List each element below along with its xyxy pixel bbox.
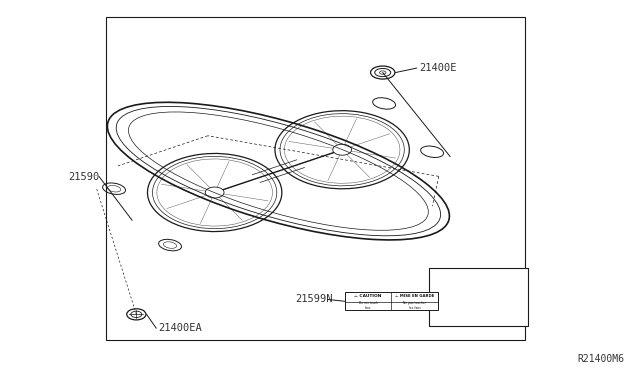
Text: 21599N: 21599N	[296, 295, 333, 304]
Bar	[106, 17, 525, 340]
Ellipse shape	[127, 309, 146, 320]
Text: ⚠ CAUTION: ⚠ CAUTION	[355, 294, 382, 298]
Bar	[429, 268, 528, 326]
Text: Do not touch
fans: Do not touch fans	[358, 301, 378, 310]
Text: 21590: 21590	[68, 172, 100, 182]
Bar	[345, 292, 438, 310]
Text: Ne pas toucher
les fans: Ne pas toucher les fans	[403, 301, 426, 310]
Text: ⚠ MISE EN GARDE: ⚠ MISE EN GARDE	[395, 294, 435, 298]
Text: R21400M6: R21400M6	[577, 354, 624, 364]
Text: 21400EA: 21400EA	[159, 323, 202, 333]
Text: 21400E: 21400E	[419, 63, 457, 73]
